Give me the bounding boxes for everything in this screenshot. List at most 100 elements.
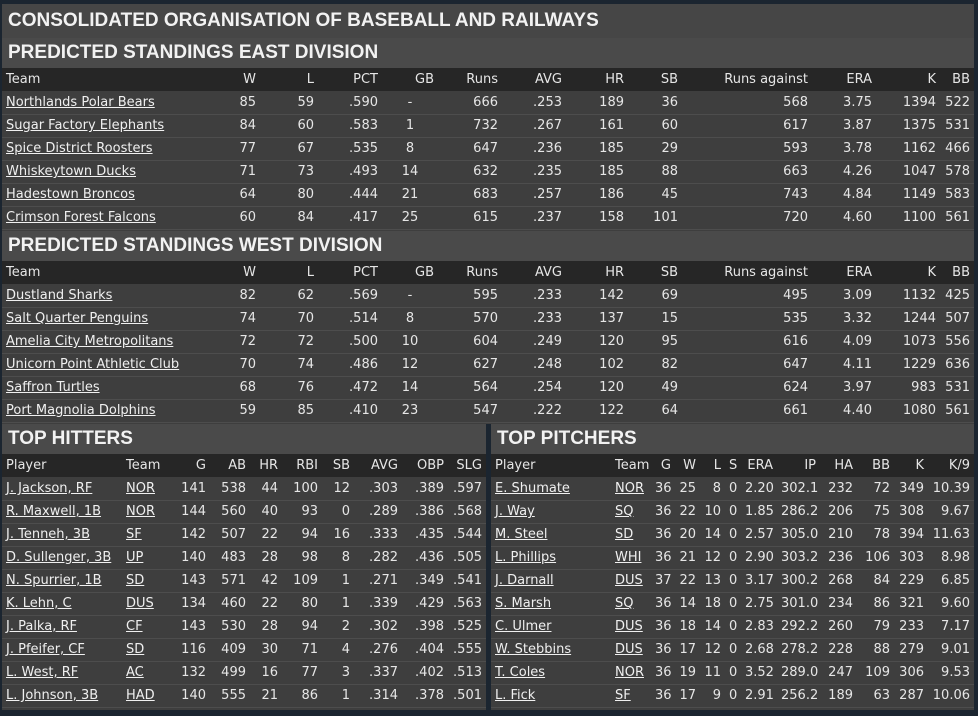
team-link[interactable]: Salt Quarter Penguins — [2, 307, 202, 331]
player-link[interactable]: T. Coles — [491, 661, 611, 685]
player-link[interactable]: D. Sullenger, 3B — [2, 546, 122, 570]
column-header[interactable]: W — [243, 265, 256, 280]
team-link[interactable]: NOR — [611, 661, 651, 685]
team-link[interactable]: SF — [611, 684, 651, 708]
team-link[interactable]: SD — [611, 523, 651, 547]
column-header[interactable]: SB — [660, 72, 678, 87]
player-link[interactable]: L. Phillips — [491, 546, 611, 570]
column-header[interactable]: K/9 — [948, 458, 970, 473]
team-link[interactable]: AC — [122, 661, 168, 685]
column-header[interactable]: PCT — [353, 265, 378, 280]
team-link[interactable]: SQ — [611, 592, 651, 616]
team-link[interactable]: DUS — [122, 592, 168, 616]
column-header[interactable]: ERA — [846, 72, 872, 87]
team-link[interactable]: SD — [122, 638, 168, 662]
team-link[interactable]: DUS — [611, 638, 651, 662]
team-link[interactable]: Spice District Roosters — [2, 137, 202, 161]
player-link[interactable]: K. Lehn, C — [2, 592, 122, 616]
team-link[interactable]: Hadestown Broncos — [2, 183, 202, 207]
column-header[interactable]: Runs against — [724, 265, 808, 280]
column-header[interactable]: Team — [6, 265, 41, 280]
column-header[interactable]: K — [927, 72, 936, 87]
team-link[interactable]: SD — [122, 569, 168, 593]
column-header[interactable]: HA — [834, 458, 853, 473]
team-link[interactable]: CF — [122, 615, 168, 639]
column-header[interactable]: W — [683, 458, 696, 473]
team-link[interactable]: DUS — [611, 615, 651, 639]
column-header[interactable]: BB — [952, 72, 970, 87]
team-link[interactable]: UP — [122, 546, 168, 570]
player-link[interactable]: E. Shumate — [491, 477, 611, 501]
column-header[interactable]: W — [243, 72, 256, 87]
column-header[interactable]: ERA — [747, 458, 773, 473]
column-header[interactable]: L — [713, 458, 721, 473]
player-link[interactable]: C. Ulmer — [491, 615, 611, 639]
player-link[interactable]: R. Maxwell, 1B — [2, 500, 122, 524]
column-header[interactable]: SLG — [456, 458, 482, 473]
team-link[interactable]: Unicorn Point Athletic Club — [2, 353, 202, 377]
column-header[interactable]: GB — [415, 72, 434, 87]
column-header[interactable]: ERA — [846, 265, 872, 280]
team-link[interactable]: Whiskeytown Ducks — [2, 160, 202, 184]
column-header[interactable]: Team — [615, 458, 650, 473]
column-header[interactable]: Player — [6, 458, 47, 473]
team-link[interactable]: Port Magnolia Dolphins — [2, 399, 202, 423]
column-header[interactable]: OBP — [417, 458, 444, 473]
team-link[interactable]: NOR — [122, 500, 168, 524]
player-link[interactable]: J. Jackson, RF — [2, 477, 122, 501]
column-header[interactable]: Runs — [466, 72, 498, 87]
column-header[interactable]: Runs against — [724, 72, 808, 87]
column-header[interactable]: L — [306, 265, 314, 280]
player-link[interactable]: S. Marsh — [491, 592, 611, 616]
column-header[interactable]: BB — [952, 265, 970, 280]
team-link[interactable]: SQ — [611, 500, 651, 524]
team-link[interactable]: Dustland Sharks — [2, 284, 202, 308]
column-header[interactable]: AVG — [534, 72, 562, 87]
column-header[interactable]: PCT — [353, 72, 378, 87]
team-link[interactable]: NOR — [122, 477, 168, 501]
player-link[interactable]: L. Fick — [491, 684, 611, 708]
player-link[interactable]: M. Steel — [491, 523, 611, 547]
column-header[interactable]: RBI — [296, 458, 318, 473]
team-link[interactable]: Amelia City Metropolitans — [2, 330, 202, 354]
column-header[interactable]: GB — [415, 265, 434, 280]
team-link[interactable]: Crimson Forest Falcons — [2, 206, 202, 230]
column-header[interactable]: BB — [872, 458, 890, 473]
column-header[interactable]: HR — [605, 265, 624, 280]
column-header[interactable]: G — [195, 458, 206, 473]
team-link[interactable]: Sugar Factory Elephants — [2, 114, 202, 138]
team-link[interactable]: NOR — [611, 477, 651, 501]
player-link[interactable]: J. Darnall — [491, 569, 611, 593]
column-header[interactable]: AVG — [534, 265, 562, 280]
column-header[interactable]: SB — [660, 265, 678, 280]
column-header[interactable]: Team — [126, 458, 161, 473]
column-header[interactable]: S — [729, 458, 738, 473]
player-link[interactable]: L. West, RF — [2, 661, 122, 685]
column-header[interactable]: Runs — [466, 265, 498, 280]
column-header[interactable]: AVG — [370, 458, 398, 473]
column-header[interactable]: L — [306, 72, 314, 87]
team-link[interactable]: Northlands Polar Bears — [2, 91, 202, 115]
team-link[interactable]: WHI — [611, 546, 651, 570]
column-header[interactable]: AB — [228, 458, 246, 473]
team-link[interactable]: HAD — [122, 684, 168, 708]
column-header[interactable]: HR — [259, 458, 278, 473]
player-link[interactable]: J. Pfeifer, CF — [2, 638, 122, 662]
team-link[interactable]: SF — [122, 523, 168, 547]
player-link[interactable]: J. Tenneh, 3B — [2, 523, 122, 547]
column-header[interactable]: Team — [6, 72, 41, 87]
team-link[interactable]: DUS — [611, 569, 651, 593]
column-header[interactable]: SB — [332, 458, 350, 473]
team-link[interactable]: Saffron Turtles — [2, 376, 202, 400]
column-header[interactable]: K — [927, 265, 936, 280]
player-link[interactable]: J. Way — [491, 500, 611, 524]
column-header[interactable]: Player — [495, 458, 536, 473]
column-header[interactable]: IP — [804, 458, 816, 473]
player-link[interactable]: J. Palka, RF — [2, 615, 122, 639]
player-link[interactable]: N. Spurrier, 1B — [2, 569, 122, 593]
column-header[interactable]: G — [660, 458, 671, 473]
player-link[interactable]: L. Johnson, 3B — [2, 684, 122, 708]
column-header[interactable]: K — [915, 458, 924, 473]
column-header[interactable]: HR — [605, 72, 624, 87]
player-link[interactable]: W. Stebbins — [491, 638, 611, 662]
